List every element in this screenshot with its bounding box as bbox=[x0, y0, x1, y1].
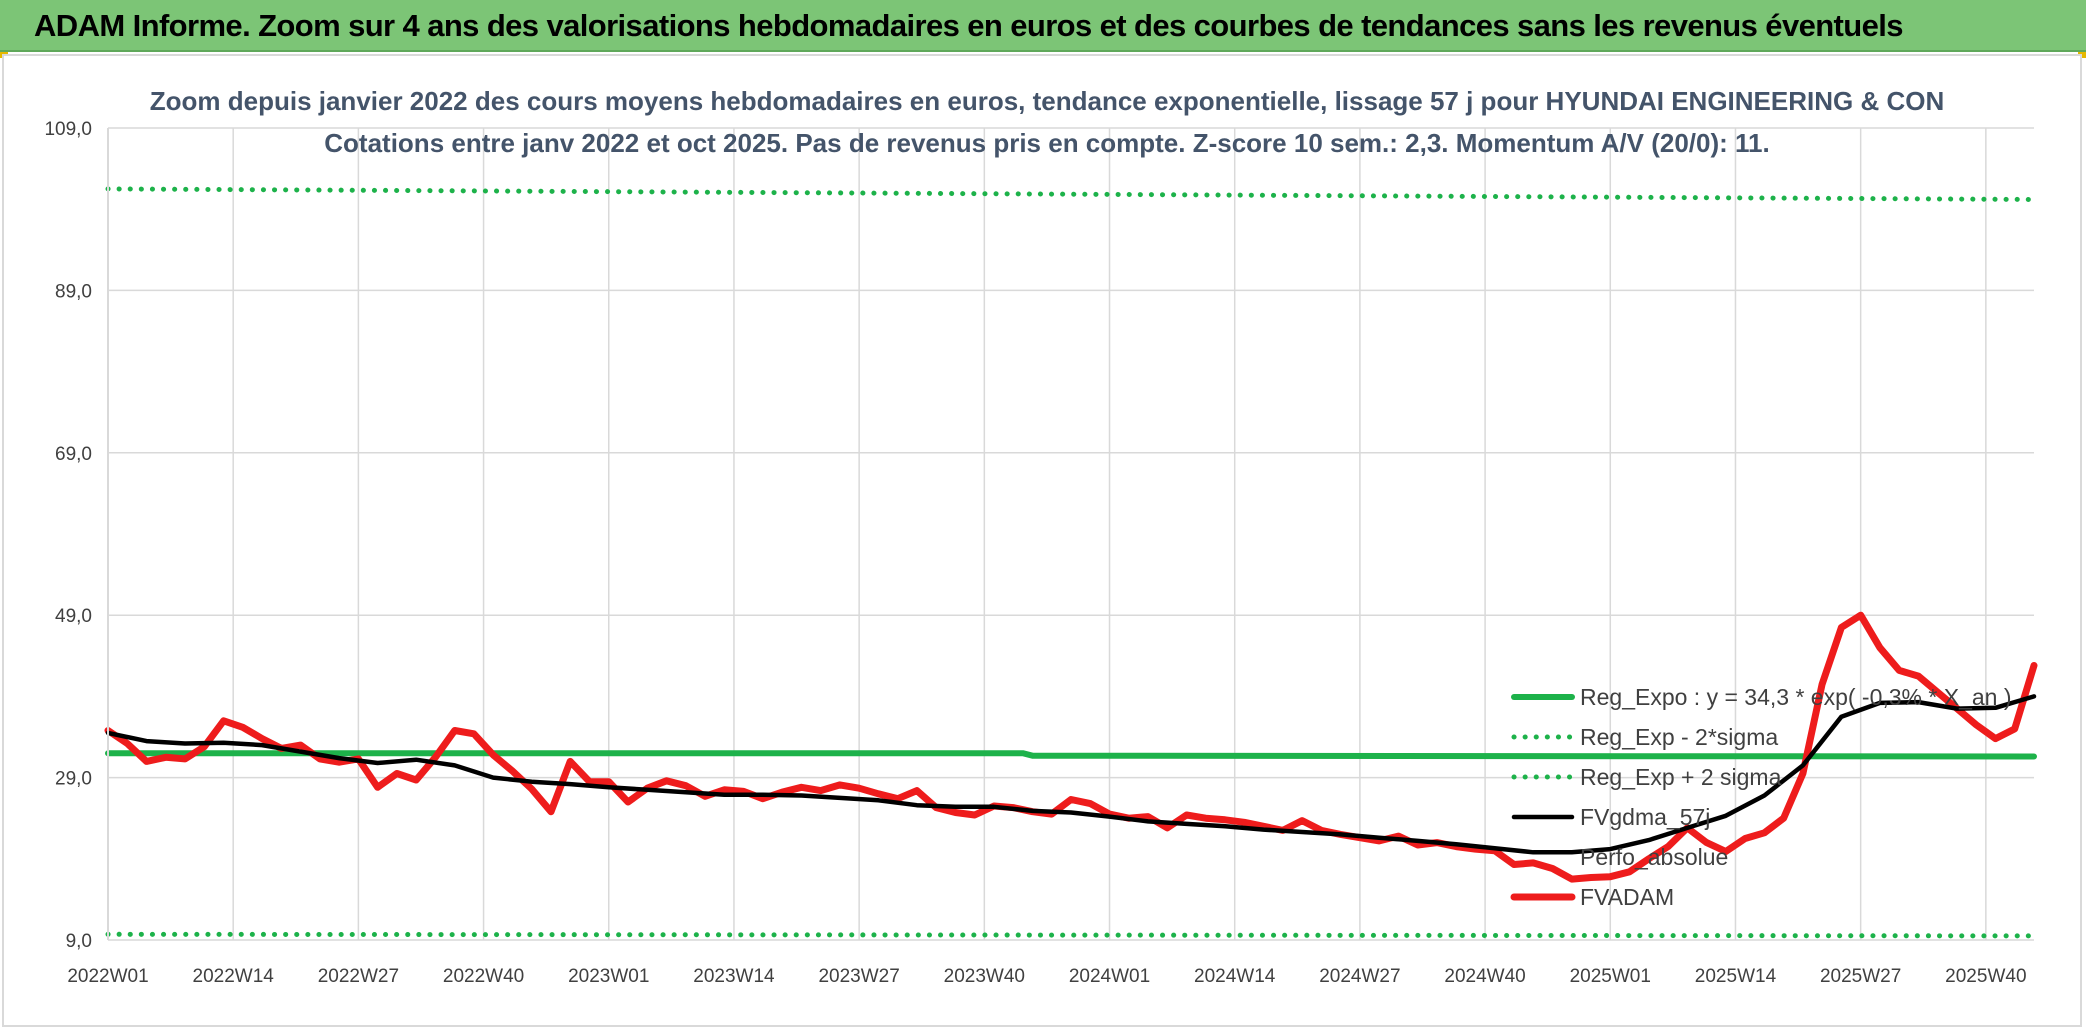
x-tick-label: 2025W14 bbox=[1695, 966, 1777, 987]
x-tick-label: 2022W14 bbox=[193, 966, 275, 987]
banner-accent-right bbox=[2078, 52, 2086, 58]
chart-subtitle: Cotations entre janv 2022 et oct 2025. P… bbox=[324, 128, 1769, 158]
x-tick-label: 2025W27 bbox=[1820, 966, 1901, 987]
x-tick-label: 2023W14 bbox=[693, 966, 775, 987]
chart-legend: Reg_Expo : y = 34,3 * exp( -0,3% * X_an … bbox=[1510, 684, 2012, 910]
legend-label: FVADAM bbox=[1580, 884, 1674, 910]
chart-area: 9,0 29,0 49,0 69,0 89,0 109,0 2022W01 2022W14 20… bbox=[2, 54, 2082, 1027]
line-chart: 9,0 29,0 49,0 69,0 89,0 109,0 2022W01 2022W14 20… bbox=[44, 86, 2038, 987]
series-line-5 bbox=[104, 611, 2038, 883]
axis-layer: 9,0 29,0 49,0 69,0 89,0 109,0 2022W01 2022W14 20… bbox=[44, 119, 2026, 987]
y-tick-label: 89,0 bbox=[55, 281, 92, 302]
x-tick-label: 2024W40 bbox=[1444, 966, 1525, 987]
series-line-3 bbox=[105, 694, 2037, 855]
series-layer bbox=[104, 186, 2038, 939]
x-tick-label: 2024W27 bbox=[1319, 966, 1400, 987]
x-tick-label: 2024W14 bbox=[1194, 966, 1276, 987]
x-tick-label: 2023W27 bbox=[818, 966, 899, 987]
legend-label: Reg_Exp - 2*sigma bbox=[1580, 724, 1778, 750]
x-tick-label: 2024W01 bbox=[1069, 966, 1150, 987]
chart-title-block: Zoom depuis janvier 2022 des cours moyen… bbox=[150, 86, 1945, 158]
x-tick-label: 2025W40 bbox=[1945, 966, 2026, 987]
grid-layer bbox=[107, 127, 2034, 941]
y-tick-label: 49,0 bbox=[55, 606, 92, 627]
x-tick-label: 2022W01 bbox=[67, 966, 148, 987]
legend-label: Reg_Exp + 2 sigma bbox=[1580, 764, 1782, 790]
y-tick-label: 9,0 bbox=[66, 931, 92, 952]
x-tick-label: 2023W40 bbox=[944, 966, 1025, 987]
legend-label: FVgdma_57j bbox=[1580, 804, 1710, 830]
report-banner: ADAM Informe. Zoom sur 4 ans des valoris… bbox=[0, 0, 2086, 52]
series-line-0 bbox=[105, 750, 2037, 760]
y-tick-label: 69,0 bbox=[55, 444, 92, 465]
y-tick-label: 29,0 bbox=[55, 769, 92, 790]
series-line-1 bbox=[105, 931, 2037, 939]
legend-label: Reg_Expo : y = 34,3 * exp( -0,3% * X_an … bbox=[1580, 684, 2012, 710]
x-tick-label: 2025W01 bbox=[1570, 966, 1651, 987]
x-tick-label: 2023W01 bbox=[568, 966, 649, 987]
chart-title: Zoom depuis janvier 2022 des cours moyen… bbox=[150, 86, 1945, 116]
x-tick-label: 2022W27 bbox=[318, 966, 399, 987]
series-line-2 bbox=[105, 186, 2037, 202]
y-tick-label: 109,0 bbox=[44, 119, 92, 140]
x-tick-label: 2022W40 bbox=[443, 966, 524, 987]
legend-label: Perfo_absolue bbox=[1580, 844, 1728, 870]
report-title: ADAM Informe. Zoom sur 4 ans des valoris… bbox=[34, 8, 1904, 43]
